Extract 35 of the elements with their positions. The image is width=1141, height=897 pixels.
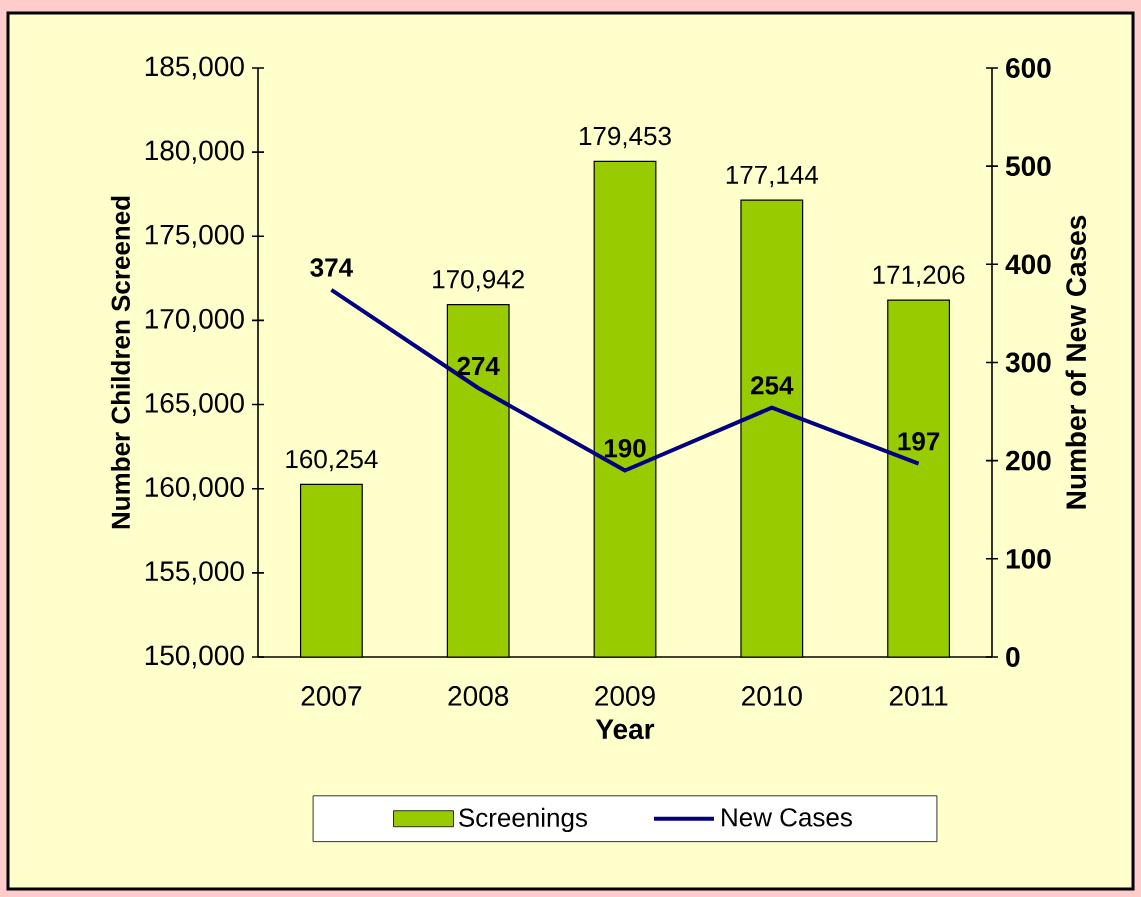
y-tick-label: 150,000 xyxy=(145,645,244,669)
y-tick-label: 170,000 xyxy=(145,308,244,332)
y2-tick-label: 600 xyxy=(1006,58,1051,78)
data-label: 197 xyxy=(898,432,940,451)
x-tick-label: 2008 xyxy=(448,686,509,706)
y-tick-label: 165,000 xyxy=(145,392,244,417)
y2-tick-label: 400 xyxy=(1005,254,1051,275)
x-axis-title: Year xyxy=(595,719,655,740)
y2-tick-label: 100 xyxy=(1006,548,1051,569)
data-label: 254 xyxy=(751,376,794,395)
y-tick-label: 180,000 xyxy=(145,140,244,164)
legend-label: Screenings xyxy=(459,807,588,833)
data-label: 374 xyxy=(310,258,353,277)
y-tick-label: 175,000 xyxy=(145,224,244,248)
data-label: 177,144 xyxy=(726,165,819,188)
data-label: 190 xyxy=(604,438,646,458)
y2-axis-title: Number of New Cases xyxy=(1065,215,1087,509)
y-tick-label: 185,000 xyxy=(145,56,244,80)
x-tick-label: 2010 xyxy=(742,686,802,706)
data-label: 179,453 xyxy=(579,126,671,149)
legend-label: New Cases xyxy=(722,808,852,827)
x-tick-label: 2009 xyxy=(595,686,655,706)
y-tick-label: 155,000 xyxy=(145,561,244,585)
data-label: 171,206 xyxy=(873,265,965,288)
data-label: 170,942 xyxy=(433,270,524,292)
data-label: 274 xyxy=(457,356,500,375)
y2-tick-label: 0 xyxy=(1006,647,1020,667)
y-axis-title: Number Children Screened xyxy=(110,196,130,529)
x-tick-label: 2011 xyxy=(889,686,948,706)
y2-tick-label: 500 xyxy=(1005,156,1051,177)
x-tick-label: 2007 xyxy=(301,686,362,706)
y2-tick-label: 200 xyxy=(1006,450,1051,471)
y-tick-label: 160,000 xyxy=(145,477,244,501)
data-label: 160,254 xyxy=(286,449,378,472)
y2-tick-label: 300 xyxy=(1005,352,1051,373)
